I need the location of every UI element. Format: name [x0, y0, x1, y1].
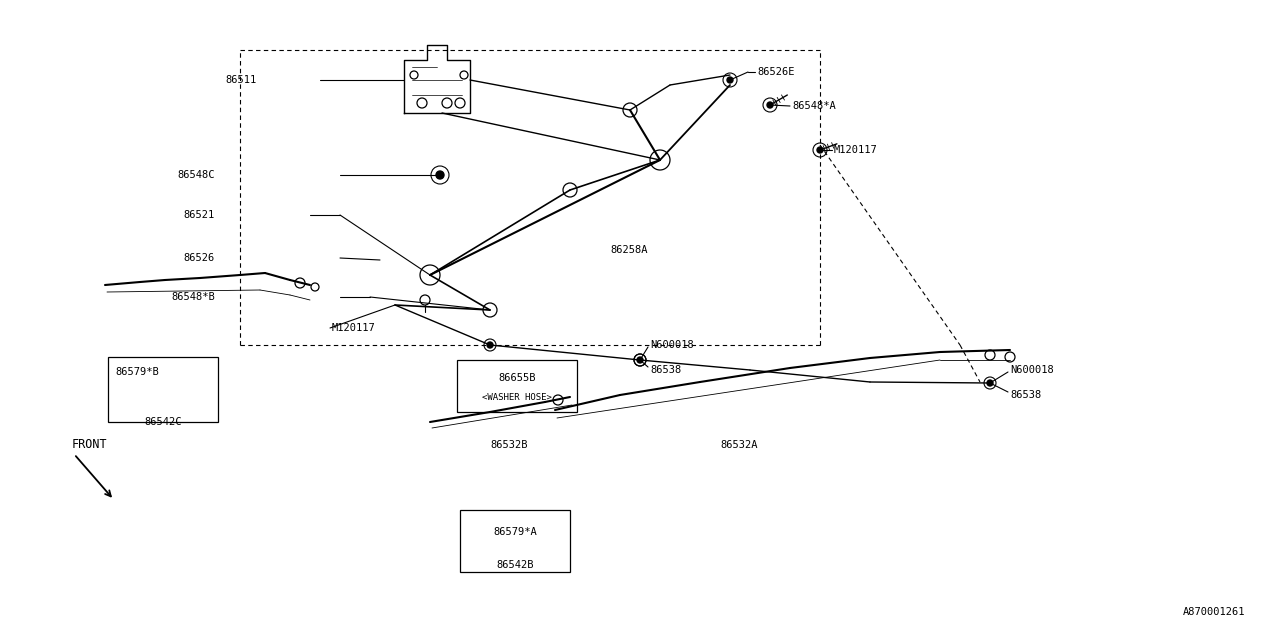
Bar [108, 357, 218, 422]
Circle shape [637, 357, 643, 363]
Text: <WASHER HOSE>: <WASHER HOSE> [483, 394, 552, 403]
Text: A870001261: A870001261 [1183, 607, 1245, 617]
Text: 86521: 86521 [184, 210, 215, 220]
Text: 86526E: 86526E [756, 67, 795, 77]
Text: N600018: N600018 [1010, 365, 1053, 375]
Circle shape [486, 342, 493, 348]
Circle shape [767, 102, 773, 108]
Text: 86511: 86511 [225, 75, 256, 85]
Text: 86538: 86538 [1010, 390, 1041, 400]
Text: 86542C: 86542C [145, 417, 182, 427]
Text: 86548*A: 86548*A [792, 101, 836, 111]
Text: 86542B: 86542B [497, 560, 534, 570]
Text: N600018: N600018 [650, 340, 694, 350]
Text: M120117: M120117 [835, 145, 878, 155]
Text: 86526: 86526 [184, 253, 215, 263]
Text: 86532A: 86532A [719, 440, 758, 450]
Text: 86579*A: 86579*A [493, 527, 536, 537]
Bar [460, 510, 570, 572]
Text: 86532B: 86532B [490, 440, 527, 450]
Circle shape [436, 171, 444, 179]
Circle shape [817, 147, 823, 153]
Circle shape [727, 77, 733, 83]
Text: M120117: M120117 [332, 323, 376, 333]
Text: FRONT: FRONT [72, 438, 108, 451]
Text: 86538: 86538 [650, 365, 681, 375]
Circle shape [987, 380, 993, 386]
Text: 86655B: 86655B [498, 373, 536, 383]
Text: 86548*B: 86548*B [172, 292, 215, 302]
Bar [457, 360, 577, 412]
Text: 86258A: 86258A [611, 245, 648, 255]
Text: 86579*B: 86579*B [115, 367, 159, 377]
Text: 86548C: 86548C [178, 170, 215, 180]
